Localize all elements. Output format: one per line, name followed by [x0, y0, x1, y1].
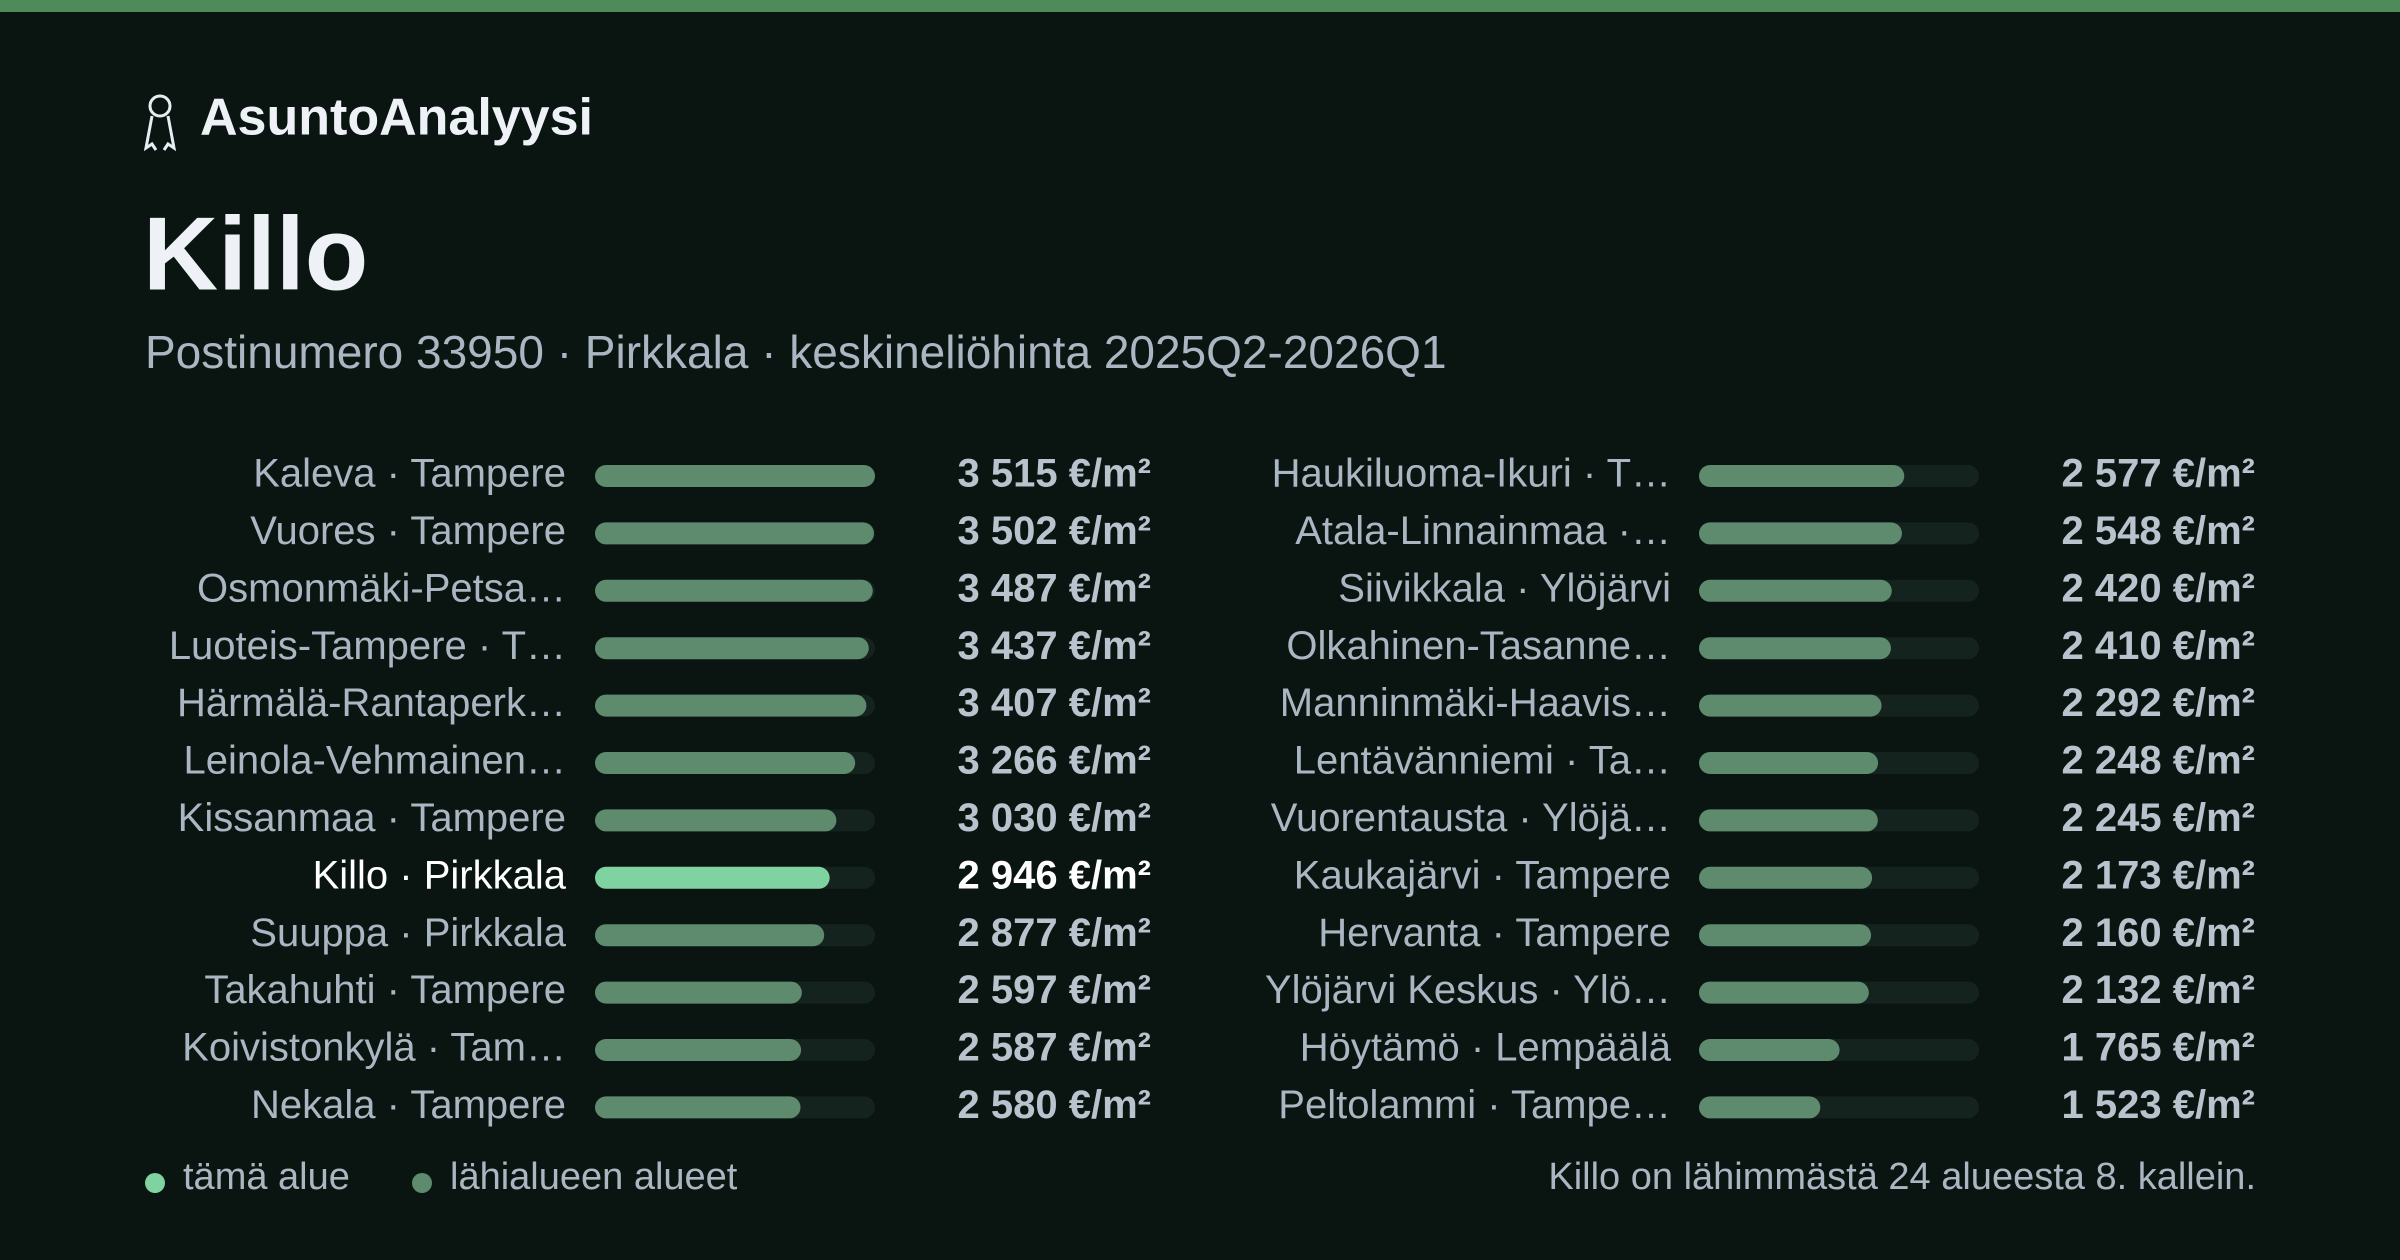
bar: [1699, 866, 1873, 889]
value-label: 2 420 €/m²: [2062, 566, 2255, 610]
bar: [1699, 809, 1878, 832]
value-label: 3 030 €/m²: [958, 796, 1151, 840]
value-label: 2 577 €/m²: [2062, 452, 2255, 496]
category-label: Härmälä-Rantaperk…: [177, 681, 566, 725]
category-label: Takahuhti · Tampere: [204, 968, 566, 1012]
category-label: Osmonmäki-Petsa…: [197, 566, 566, 610]
value-label: 3 266 €/m²: [958, 739, 1151, 783]
legend-dot: [145, 1173, 165, 1193]
value-label: 2 597 €/m²: [958, 968, 1151, 1012]
bar: [595, 694, 867, 717]
category-label: Ylöjärvi Keskus · Ylö…: [1265, 968, 1671, 1012]
bar: [1699, 1039, 1840, 1061]
category-label: Koivistonkylä · Tam…: [182, 1026, 566, 1070]
chart-title: Killo: [143, 196, 368, 312]
bar: [1699, 579, 1892, 602]
value-label: 3 515 €/m²: [958, 452, 1151, 496]
legend-dot: [412, 1173, 432, 1193]
bar: [1699, 752, 1879, 774]
bar: [1699, 637, 1891, 660]
value-label: 2 132 €/m²: [2062, 968, 2255, 1012]
category-label: Lentävänniemi · Ta…: [1294, 739, 1671, 783]
bar: [595, 752, 856, 774]
bar: [595, 866, 830, 889]
bar: [595, 981, 802, 1004]
bar: [1699, 924, 1872, 947]
bar: [595, 924, 825, 947]
category-label: Kissanmaa · Tampere: [178, 796, 566, 840]
bar: [1699, 522, 1902, 545]
value-label: 3 407 €/m²: [958, 681, 1151, 725]
value-label: 3 502 €/m²: [958, 509, 1151, 553]
value-label: 2 173 €/m²: [2062, 853, 2255, 897]
value-label: 2 410 €/m²: [2062, 624, 2255, 668]
category-label: Luoteis-Tampere · T…: [169, 624, 566, 668]
category-label: Manninmäki-Haavis…: [1280, 681, 1671, 725]
category-label: Peltolammi · Tampe…: [1278, 1083, 1671, 1127]
value-label: 1 523 €/m²: [2062, 1083, 2255, 1127]
legend-label: lähialueen alueet: [450, 1156, 738, 1198]
brand-icon: [143, 94, 177, 152]
bar: [595, 637, 869, 660]
value-label: 2 548 €/m²: [2062, 509, 2255, 553]
bar: [1699, 465, 1905, 487]
category-label: Vuores · Tampere: [250, 509, 566, 553]
bar: [595, 579, 873, 602]
bar: [1699, 1096, 1821, 1119]
bar: [1699, 981, 1869, 1004]
bar: [595, 522, 874, 545]
legend-label: tämä alue: [183, 1156, 350, 1198]
category-label: Leinola-Vehmainen…: [184, 739, 566, 783]
subtitle: Postinumero 33950 · Pirkkala · keskineli…: [145, 326, 1447, 378]
brand: AsuntoAnalyysi: [200, 89, 593, 147]
value-label: 2 160 €/m²: [2062, 911, 2255, 955]
top-stripe: [0, 0, 2400, 12]
category-label: Suuppa · Pirkkala: [250, 911, 566, 955]
value-label: 3 487 €/m²: [958, 566, 1151, 610]
category-label: Kaleva · Tampere: [253, 452, 566, 496]
category-label: Atala-Linnainmaa ·…: [1295, 509, 1671, 553]
category-label: Hervanta · Tampere: [1318, 911, 1671, 955]
value-label: 3 437 €/m²: [958, 624, 1151, 668]
value-label: 1 765 €/m²: [2062, 1026, 2255, 1070]
category-label: Höytämö · Lempäälä: [1300, 1026, 1672, 1070]
bar: [595, 1039, 802, 1061]
bar: [595, 1096, 801, 1119]
value-label: 2 877 €/m²: [958, 911, 1151, 955]
value-label: 2 946 €/m²: [958, 853, 1151, 897]
category-label: Vuorentausta · Ylöjä…: [1271, 796, 1671, 840]
value-label: 2 292 €/m²: [2062, 681, 2255, 725]
bar: [595, 465, 875, 487]
value-label: 2 248 €/m²: [2062, 739, 2255, 783]
category-label: Kaukajärvi · Tampere: [1294, 853, 1671, 897]
note: Killo on lähimmästä 24 alueesta 8. kalle…: [1548, 1156, 2256, 1198]
value-label: 2 245 €/m²: [2062, 796, 2255, 840]
bar: [1699, 694, 1882, 717]
category-label: Killo · Pirkkala: [313, 853, 567, 897]
bar: [595, 809, 837, 832]
category-label: Haukiluoma-Ikuri · T…: [1272, 452, 1671, 496]
category-label: Nekala · Tampere: [251, 1083, 566, 1127]
value-label: 2 580 €/m²: [958, 1083, 1151, 1127]
category-label: Siivikkala · Ylöjärvi: [1338, 566, 1671, 610]
value-label: 2 587 €/m²: [958, 1026, 1151, 1070]
category-label: Olkahinen-Tasanne…: [1286, 624, 1671, 668]
